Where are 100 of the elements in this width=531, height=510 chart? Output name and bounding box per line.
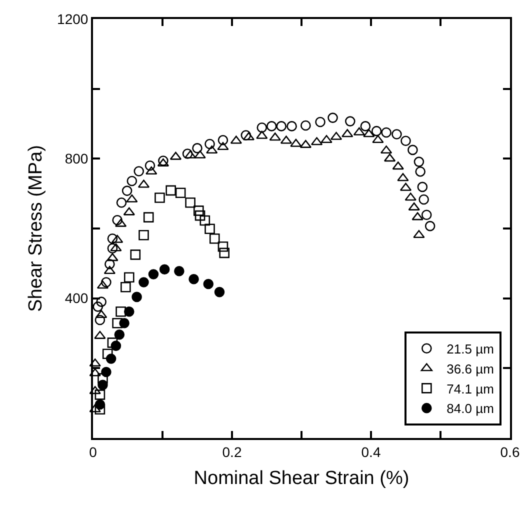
x-tick-label: 0.2 [222, 444, 242, 460]
point [94, 390, 106, 400]
legend-label: 84.0 µm [446, 401, 494, 416]
point [209, 233, 220, 244]
point [404, 192, 416, 201]
point [193, 206, 204, 216]
point [102, 348, 113, 359]
point [146, 166, 158, 174]
point [360, 121, 371, 132]
point [214, 286, 225, 298]
point [107, 338, 118, 348]
point [112, 318, 122, 328]
point [120, 282, 131, 292]
point [194, 150, 206, 158]
point [421, 210, 432, 220]
point [110, 340, 122, 351]
point [408, 202, 420, 210]
point [342, 129, 354, 138]
point [392, 162, 404, 170]
point [174, 266, 184, 276]
point [397, 173, 409, 182]
point [107, 243, 118, 254]
point [116, 306, 126, 317]
point [124, 306, 134, 317]
point [132, 292, 142, 302]
point [417, 182, 428, 192]
point [418, 194, 429, 205]
point [116, 198, 127, 208]
point [204, 138, 215, 150]
point [218, 242, 228, 252]
point [106, 253, 118, 262]
point [371, 126, 382, 136]
x-tick-label: 0.4 [361, 444, 381, 460]
point [154, 192, 165, 203]
point [290, 138, 302, 147]
point [380, 145, 392, 154]
point [98, 380, 108, 390]
point [204, 224, 215, 234]
point [200, 215, 210, 226]
point [101, 277, 112, 288]
y-axis-title: Shear Stress (MPa) [25, 145, 46, 312]
point [94, 314, 106, 326]
point [414, 156, 424, 167]
point [219, 248, 230, 258]
y-tick-label: 400 [64, 290, 88, 306]
point [124, 272, 134, 283]
point [269, 132, 281, 141]
point [126, 176, 138, 186]
point [206, 145, 218, 154]
point [94, 330, 106, 339]
point [217, 142, 229, 150]
point [89, 358, 101, 367]
x-tick-label: 0 [89, 444, 98, 460]
point [188, 274, 199, 284]
point [408, 144, 418, 156]
point [110, 243, 122, 252]
point [138, 277, 149, 288]
point [92, 302, 104, 312]
point [138, 230, 149, 240]
point [119, 318, 130, 328]
point [94, 404, 106, 415]
x-tick-label: 0.6 [500, 444, 520, 460]
y-tick-label: 800 [64, 150, 88, 167]
point [266, 121, 277, 132]
point [89, 368, 101, 376]
point [300, 120, 311, 131]
point [166, 185, 176, 196]
point [94, 399, 106, 410]
legend-label: 21.5 µm [446, 341, 494, 356]
point [218, 135, 228, 146]
legend-label: 74.1 µm [446, 381, 494, 396]
point [392, 129, 402, 140]
point [96, 296, 106, 307]
point [182, 148, 193, 159]
point [372, 135, 384, 144]
point [203, 278, 214, 290]
point [143, 212, 154, 222]
point [158, 156, 168, 166]
point [122, 186, 132, 196]
point [412, 212, 424, 220]
point [159, 264, 170, 274]
point [104, 258, 115, 270]
point [130, 250, 141, 260]
point [107, 233, 118, 244]
point [286, 121, 297, 132]
point [185, 198, 196, 208]
point [192, 143, 202, 154]
point [144, 160, 156, 171]
point [89, 386, 101, 394]
point [345, 116, 356, 126]
point [256, 122, 268, 133]
point [413, 230, 425, 238]
point [320, 135, 332, 144]
point [112, 214, 122, 226]
point [328, 112, 338, 123]
point [415, 166, 426, 177]
point [175, 188, 186, 198]
point [424, 220, 436, 232]
point [106, 354, 116, 364]
x-axis-title: Nominal Shear Strain (%) [194, 468, 410, 490]
